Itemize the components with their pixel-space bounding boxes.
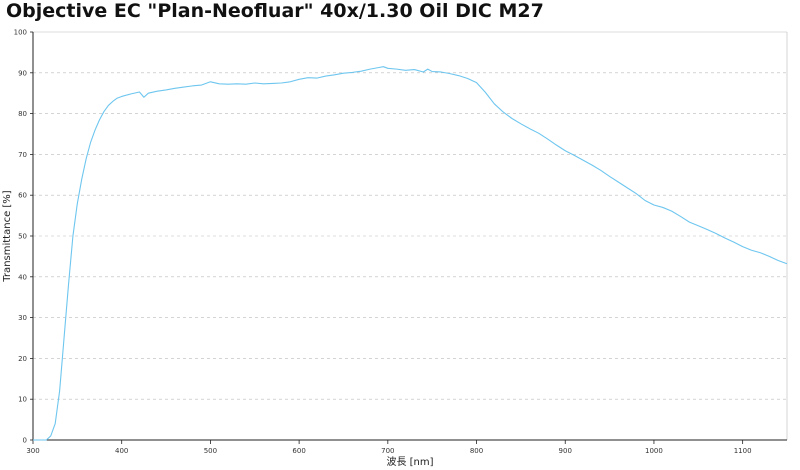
x-tick-label-900: 900 bbox=[559, 447, 572, 455]
y-tick-label-60: 60 bbox=[18, 192, 27, 200]
y-tick-label-50: 50 bbox=[18, 233, 27, 241]
x-tick-label-1100: 1100 bbox=[734, 447, 752, 455]
x-tick-label-1000: 1000 bbox=[645, 447, 663, 455]
series-line-0 bbox=[33, 66, 788, 441]
grid-lines bbox=[33, 72, 787, 400]
y-tick-label-30: 30 bbox=[18, 314, 27, 322]
y-tick-label-20: 20 bbox=[18, 355, 27, 363]
series-layer bbox=[33, 66, 788, 441]
axes bbox=[32, 31, 788, 441]
y-tick-label-40: 40 bbox=[18, 273, 27, 281]
x-axis-label: 波長 [nm] bbox=[386, 455, 433, 468]
y-tick-label-100: 100 bbox=[14, 29, 27, 37]
y-axis-label: Transmittance [%] bbox=[2, 190, 13, 282]
x-tick-label-600: 600 bbox=[292, 447, 305, 455]
x-axis-ticks: 300 400 500 600 700 800 900 1000 1100 bbox=[26, 440, 752, 455]
x-tick-label-700: 700 bbox=[381, 447, 394, 455]
x-tick-label-400: 400 bbox=[115, 447, 128, 455]
y-tick-label-0: 0 bbox=[23, 437, 27, 445]
y-axis-ticks: 0 10 20 30 40 50 60 70 80 90 100 bbox=[14, 29, 33, 445]
x-tick-label-500: 500 bbox=[204, 447, 217, 455]
y-tick-label-10: 10 bbox=[18, 396, 27, 404]
chart-title: Objective EC "Plan-Neofluar" 40x/1.30 Oi… bbox=[6, 0, 544, 22]
y-tick-label-70: 70 bbox=[18, 151, 27, 159]
y-tick-label-90: 90 bbox=[18, 69, 27, 77]
x-tick-label-800: 800 bbox=[470, 447, 483, 455]
y-tick-label-80: 80 bbox=[18, 110, 27, 118]
x-tick-label-300: 300 bbox=[26, 447, 39, 455]
